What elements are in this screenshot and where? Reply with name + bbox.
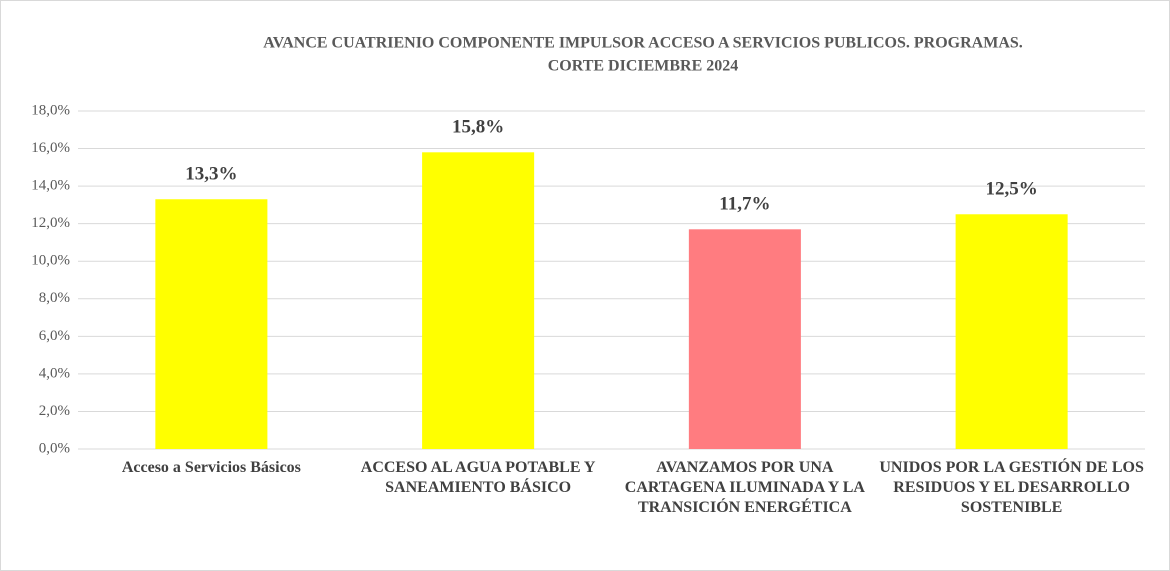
data-label: 13,3% (185, 164, 237, 185)
data-label: 11,7% (719, 194, 770, 215)
bar (955, 214, 1068, 449)
bar (155, 199, 268, 449)
x-tick-label: AVANZAMOS POR UNA CARTAGENA ILUMINADA Y … (624, 459, 865, 516)
y-tick-label: 16,0% (31, 140, 70, 156)
data-label: 12,5% (986, 179, 1038, 200)
y-tick-label: 0,0% (39, 440, 70, 456)
y-tick-label: 6,0% (39, 328, 70, 344)
chart-title: AVANCE CUATRIENIO COMPONENTE IMPULSOR AC… (263, 35, 1023, 52)
y-tick-label: 4,0% (39, 365, 70, 381)
y-tick-label: 18,0% (31, 102, 70, 118)
y-tick-label: 12,0% (31, 215, 70, 231)
y-tick-label: 14,0% (31, 178, 70, 194)
bar (688, 229, 801, 449)
x-tick-label: Acceso a Servicios Básicos (121, 459, 301, 476)
bar (422, 152, 535, 450)
data-label: 15,8% (452, 117, 504, 138)
x-tick-label: UNIDOS POR LA GESTIÓN DE LOS RESIDUOS Y … (879, 459, 1144, 516)
y-tick-label: 10,0% (31, 253, 70, 269)
x-tick-label: ACCESO AL AGUA POTABLE Y SANEAMIENTO BÁS… (360, 459, 596, 496)
chart-title: CORTE DICIEMBRE 2024 (548, 58, 739, 75)
y-tick-label: 2,0% (39, 403, 70, 419)
y-tick-label: 8,0% (39, 290, 70, 306)
